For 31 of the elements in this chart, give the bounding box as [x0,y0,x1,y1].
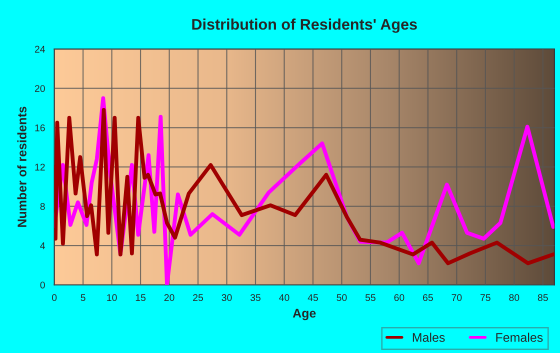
legend-label: Males [412,332,445,342]
y-tick-label: 8 [40,203,45,210]
x-tick-label: 40 [279,294,290,302]
x-tick-label: 0 [52,294,57,302]
line-series [54,108,554,266]
y-tick-label: 0 [40,282,45,288]
x-tick-label: 30 [222,294,232,302]
x-tick-label: 25 [193,294,204,302]
x-tick-label: 15 [136,294,146,302]
x-tick-label: 35 [250,294,260,302]
x-tick-label: 70 [452,294,462,302]
x-tick-label: 75 [480,294,490,302]
x-tick-label: 55 [365,294,376,302]
x-tick-label: 50 [336,294,347,302]
y-tick-label: 16 [35,124,45,132]
x-tick-label: 60 [394,294,404,302]
x-tick-label: 20 [164,294,174,302]
legend-label: Females [496,332,543,342]
y-tick-label: 20 [34,85,45,92]
x-tick-label: 80 [509,294,520,302]
y-tick-label: 24 [34,46,46,53]
x-tick-label: 10 [107,294,117,302]
x-axis-title: Age [292,308,316,320]
x-tick-label: 85 [538,294,548,302]
y-tick-label: 4 [40,242,46,250]
x-tick-label: 45 [308,294,318,302]
y-axis-title: Number of residents [17,106,26,227]
chart-title: Distribution of Residents' Ages [192,18,417,33]
y-tick-label: 12 [35,164,45,170]
x-tick-label: 65 [423,294,433,302]
x-tick-label: 5 [80,294,86,302]
